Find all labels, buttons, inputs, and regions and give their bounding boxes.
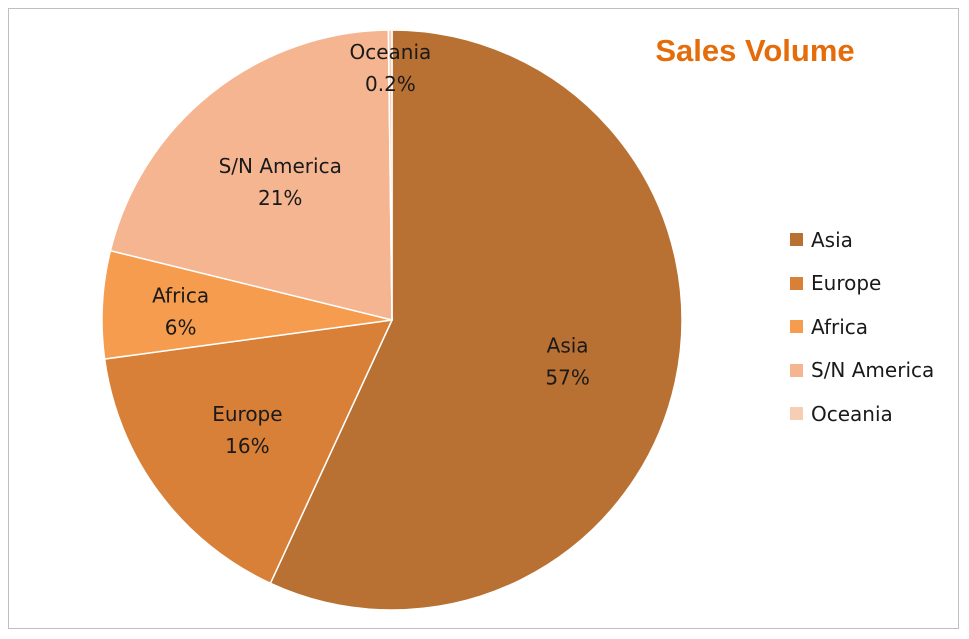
slice-label-asia: Asia: [547, 334, 589, 358]
slice-value-asia: 57%: [545, 366, 589, 390]
legend: Asia Europe Africa S/N America Oceania: [790, 218, 934, 436]
pie-slice-europe: [103, 319, 394, 585]
legend-swatch-africa: [790, 320, 803, 334]
legend-swatch-s-n-america: [790, 363, 803, 377]
slice-label-africa: Africa: [152, 284, 209, 308]
pie-slice-asia: [269, 29, 683, 611]
slice-value-africa: 6%: [165, 316, 197, 340]
legend-label-asia: Asia: [811, 227, 853, 252]
slice-value-europe: 16%: [225, 434, 269, 458]
slice-value-s-n-america: 21%: [258, 186, 302, 210]
legend-swatch-asia: [790, 233, 803, 247]
slice-value-oceania: 0.2%: [365, 72, 416, 96]
legend-item-s-n-america: S/N America: [790, 349, 934, 393]
slice-label-oceania: Oceania: [350, 40, 432, 64]
legend-label-africa: Africa: [811, 314, 869, 339]
chart-title: Sales Volume: [655, 33, 855, 68]
legend-item-asia: Asia: [790, 218, 934, 262]
slice-label-europe: Europe: [212, 402, 282, 426]
legend-label-oceania: Oceania: [811, 401, 893, 426]
legend-item-africa: Africa: [790, 305, 934, 349]
slice-label-s-n-america: S/N America: [219, 154, 342, 178]
legend-item-oceania: Oceania: [790, 392, 934, 436]
legend-label-europe: Europe: [811, 271, 882, 296]
legend-item-europe: Europe: [790, 262, 934, 306]
legend-swatch-oceania: [790, 407, 803, 421]
legend-label-s-n-america: S/N America: [811, 358, 935, 383]
pie-slice-s-n-america: [109, 29, 393, 321]
pie-slice-oceania: [387, 29, 393, 321]
legend-swatch-europe: [790, 276, 803, 290]
